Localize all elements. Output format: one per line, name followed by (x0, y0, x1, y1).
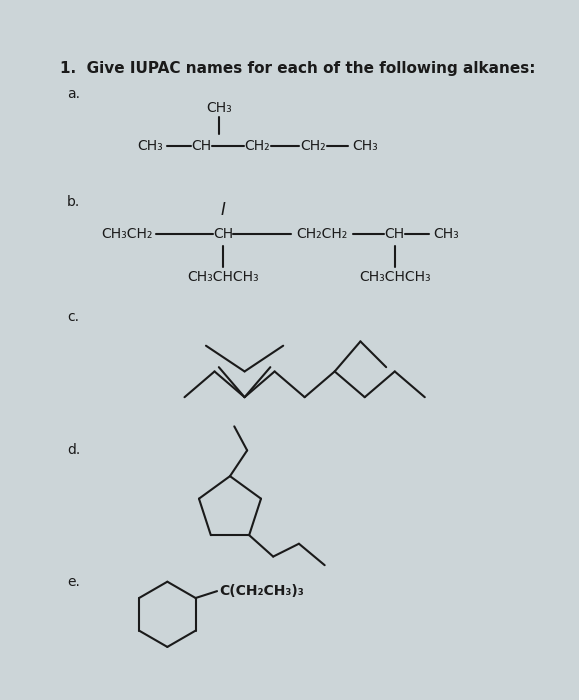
Text: e.: e. (67, 575, 80, 589)
Text: CH₃: CH₃ (206, 101, 232, 115)
Text: CH: CH (384, 227, 405, 241)
Text: d.: d. (67, 443, 80, 457)
Text: I: I (221, 201, 226, 219)
Text: CH₃CHCH₃: CH₃CHCH₃ (188, 270, 259, 284)
Text: CH₂: CH₂ (301, 139, 326, 153)
Text: CH: CH (213, 227, 233, 241)
Text: CH₂: CH₂ (245, 139, 270, 153)
Text: CH₃: CH₃ (352, 139, 378, 153)
Text: CH₃: CH₃ (137, 139, 163, 153)
Text: C(CH₂CH₃)₃: C(CH₂CH₃)₃ (219, 584, 303, 598)
Text: 1.  Give IUPAC names for each of the following alkanes:: 1. Give IUPAC names for each of the foll… (60, 61, 536, 76)
Text: c.: c. (67, 310, 79, 324)
Text: CH₃: CH₃ (433, 227, 459, 241)
Text: CH₃CHCH₃: CH₃CHCH₃ (359, 270, 431, 284)
Text: CH₂CH₂: CH₂CH₂ (296, 227, 347, 241)
Text: a.: a. (67, 88, 80, 102)
Text: b.: b. (67, 195, 80, 209)
Text: CH: CH (192, 139, 212, 153)
Text: CH₃CH₂: CH₃CH₂ (101, 227, 153, 241)
